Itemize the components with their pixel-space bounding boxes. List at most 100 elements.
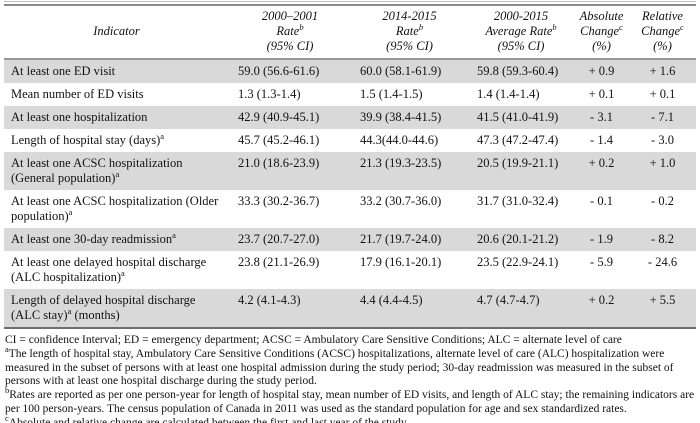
relative-change-cell: + 5.5 <box>629 289 696 329</box>
indicator-cell: At least one delayed hospital discharge … <box>11 255 207 284</box>
relative-change-cell: - 7.1 <box>651 110 674 124</box>
rate-2014-2015-cell: 44.3(44.0-44.6) <box>360 133 439 147</box>
footnote-ref-b: b <box>418 21 424 32</box>
rate-2000-2001-cell: 23.8 (21.1-26.9) <box>238 255 320 269</box>
header-rate-2000-2001: 2000–2001 Rateb (95% CI) <box>229 6 351 60</box>
footnote-ref-b: b <box>299 21 304 32</box>
relative-change-cell: + 1.0 <box>649 156 676 170</box>
footnote-a: aThe length of hospital stay, Ambulatory… <box>5 343 674 388</box>
absolute-change-cell: - 3.1 <box>590 110 613 124</box>
table-row: At least one hospitalization 42.9 (40.9-… <box>4 106 696 129</box>
indicator-cell: At least one ACSC hospitalization (Gener… <box>11 156 183 185</box>
header-average-rate: 2000-2015 Average Rateb (95% CI) <box>468 6 574 60</box>
absolute-change-cell: + 0.2 <box>574 289 629 329</box>
header-line: 2014-2015 <box>382 9 437 23</box>
indicator-cell: At least one ACSC hospitalization (Older… <box>11 194 219 223</box>
relative-change-cell: - 24.6 <box>647 255 678 269</box>
table-body: At least one ED visit 59.0 (56.6-61.6) 6… <box>4 59 696 329</box>
average-rate-cell: 59.8 (59.3-60.4) <box>477 64 559 78</box>
header-line: Rateb <box>276 21 304 38</box>
rate-2000-2001-cell: 59.0 (56.6-61.6) <box>238 64 320 78</box>
rate-2000-2001-cell: 21.0 (18.6-23.9) <box>238 156 320 170</box>
indicator-cell: At least one 30-day readmissiona <box>11 229 176 246</box>
header-line: (%) <box>592 39 611 53</box>
header-line: (95% CI) <box>266 39 314 53</box>
header-line: Average Rateb <box>485 21 557 38</box>
rate-2014-2015-cell: 60.0 (58.1-61.9) <box>360 64 442 78</box>
average-rate-cell: 41.5 (41.0-41.9) <box>477 110 559 124</box>
table-top-rule <box>4 1 696 6</box>
relative-change-cell: - 0.2 <box>651 194 674 208</box>
indicator-cell: At least one ED visit <box>11 64 116 78</box>
average-rate-cell: 47.3 (47.2-47.4) <box>477 133 559 147</box>
average-rate-cell: 4.7 (4.7-4.7) <box>468 289 574 329</box>
average-rate-cell: 20.5 (19.9-21.1) <box>477 156 559 170</box>
footnote-ref-c: c <box>619 21 623 32</box>
rate-2000-2001-cell: 45.7 (45.2-46.1) <box>238 133 320 147</box>
footnote-ref-c: c <box>680 21 684 32</box>
header-indicator-label: Indicator <box>93 24 140 38</box>
header-line: 2000-2015 <box>493 9 549 23</box>
average-rate-cell: 1.4 (1.4-1.4) <box>477 87 540 101</box>
footnote-abbreviations: CI = confidence Interval; ED = emergency… <box>5 334 622 346</box>
absolute-change-cell: + 0.9 <box>588 64 615 78</box>
relative-change-cell: + 0.1 <box>649 87 676 101</box>
header-line: Changec <box>641 21 684 38</box>
table-row: At least one ACSC hospitalization (Older… <box>4 190 696 228</box>
table-row: At least one ACSC hospitalization (Gener… <box>4 152 696 190</box>
header-line: (95% CI) <box>386 39 433 53</box>
rate-2014-2015-cell: 33.2 (30.7-36.0) <box>360 194 442 208</box>
footnotes: CI = confidence Interval; ED = emergency… <box>4 329 696 423</box>
rate-2000-2001-cell: 33.3 (30.2-36.7) <box>238 194 320 208</box>
rate-2000-2001-cell: 42.9 (40.9-45.1) <box>238 110 320 124</box>
average-rate-cell: 31.7 (31.0-32.4) <box>477 194 559 208</box>
average-rate-cell: 23.5 (22.9-24.1) <box>477 255 559 269</box>
absolute-change-cell: - 1.9 <box>590 232 613 246</box>
footnote-ref-b: b <box>552 21 557 32</box>
rate-2014-2015-cell: 1.5 (1.4-1.5) <box>360 87 423 101</box>
relative-change-cell: - 8.2 <box>651 232 674 246</box>
table-row: Mean number of ED visits 1.3 (1.3-1.4) 1… <box>4 83 696 106</box>
indicator-cell: Mean number of ED visits <box>11 87 144 101</box>
header-relative-change: Relative Changec (%) <box>629 6 696 60</box>
header-line: Changec <box>580 21 623 38</box>
indicator-cell: Length of hospital stay (days)a <box>11 130 165 147</box>
header-row: Indicator 2000–2001 Rateb (95% CI) 2014-… <box>4 6 696 60</box>
rate-2014-2015-cell: 39.9 (38.4-41.5) <box>360 110 442 124</box>
table-row: Length of delayed hospital discharge (AL… <box>4 289 696 329</box>
absolute-change-cell: - 0.1 <box>590 194 613 208</box>
rate-2000-2001-cell: 4.2 (4.1-4.3) <box>229 289 351 329</box>
header-line: (95% CI) <box>497 39 545 53</box>
table-row: At least one ED visit 59.0 (56.6-61.6) 6… <box>4 59 696 83</box>
header-line: (%) <box>653 39 672 53</box>
rate-2014-2015-cell: 17.9 (16.1-20.1) <box>360 255 442 269</box>
header-line: Rateb <box>395 21 424 38</box>
footnote-b: bRates are reported as per one person-ye… <box>5 385 695 415</box>
indicators-table: Indicator 2000–2001 Rateb (95% CI) 2014-… <box>4 6 696 329</box>
absolute-change-cell: - 5.9 <box>590 255 613 269</box>
table-row: At least one 30-day readmissiona 23.7 (2… <box>4 228 696 251</box>
absolute-change-cell: + 0.2 <box>588 156 615 170</box>
header-absolute-change: Absolute Changec (%) <box>574 6 629 60</box>
table-row: At least one delayed hospital discharge … <box>4 251 696 289</box>
average-rate-cell: 20.6 (20.1-21.2) <box>477 232 559 246</box>
table-row: Length of hospital stay (days)a 45.7 (45… <box>4 129 696 152</box>
footnote-c: cAbsolute and relative change are calcul… <box>5 412 409 423</box>
relative-change-cell: - 3.0 <box>651 133 674 147</box>
rate-2014-2015-cell: 4.4 (4.4-4.5) <box>351 289 468 329</box>
header-line: 2000–2001 <box>261 9 319 23</box>
rate-2014-2015-cell: 21.3 (19.3-23.5) <box>360 156 442 170</box>
indicator-cell: Length of delayed hospital discharge (AL… <box>4 289 229 329</box>
absolute-change-cell: - 1.4 <box>590 133 613 147</box>
header-rate-2014-2015: 2014-2015 Rateb (95% CI) <box>351 6 468 60</box>
absolute-change-cell: + 0.1 <box>588 87 615 101</box>
header-line: Relative <box>642 9 683 23</box>
relative-change-cell: + 1.6 <box>649 64 676 78</box>
indicator-cell: At least one hospitalization <box>11 110 148 124</box>
table-header: Indicator 2000–2001 Rateb (95% CI) 2014-… <box>4 6 696 60</box>
header-line: Absolute <box>579 9 624 23</box>
header-indicator: Indicator <box>4 6 229 60</box>
rate-2000-2001-cell: 1.3 (1.3-1.4) <box>238 87 301 101</box>
rate-2000-2001-cell: 23.7 (20.7-27.0) <box>238 232 320 246</box>
